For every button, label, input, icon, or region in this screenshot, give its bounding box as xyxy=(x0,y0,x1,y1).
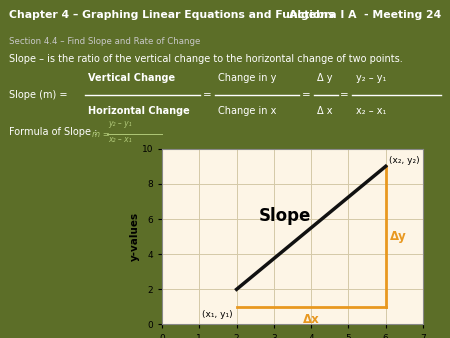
Text: (x₂, y₂): (x₂, y₂) xyxy=(389,155,419,165)
Text: Section 4.4 – Find Slope and Rate of Change: Section 4.4 – Find Slope and Rate of Cha… xyxy=(9,37,200,46)
Text: (x₁, y₁): (x₁, y₁) xyxy=(202,310,233,319)
Text: Slope – is the ratio of the vertical change to the horizontal change of two poin: Slope – is the ratio of the vertical cha… xyxy=(9,54,403,64)
Text: m =: m = xyxy=(92,130,110,139)
Text: Chapter 4 – Graphing Linear Equations and Functions: Chapter 4 – Graphing Linear Equations an… xyxy=(9,10,334,20)
Text: Horizontal Change: Horizontal Change xyxy=(88,106,189,117)
Text: Δ y: Δ y xyxy=(317,73,333,83)
Text: Vertical Change: Vertical Change xyxy=(88,73,175,83)
Text: Algebra I A  - Meeting 24: Algebra I A - Meeting 24 xyxy=(289,10,441,20)
Text: Slope (m) =: Slope (m) = xyxy=(9,90,68,100)
Text: Change in y: Change in y xyxy=(218,73,277,83)
Text: y₂ – y₁: y₂ – y₁ xyxy=(356,73,386,83)
Text: Δy: Δy xyxy=(390,230,407,243)
Text: =: = xyxy=(340,90,348,100)
Text: Formula of Slope :: Formula of Slope : xyxy=(9,127,97,137)
Text: =: = xyxy=(302,90,311,100)
Text: Change in x: Change in x xyxy=(218,106,277,117)
Text: Slope: Slope xyxy=(259,207,311,224)
Text: Δ x: Δ x xyxy=(317,106,333,117)
Text: x₂ – x₁: x₂ – x₁ xyxy=(356,106,386,117)
Y-axis label: y-values: y-values xyxy=(130,212,140,261)
Text: =: = xyxy=(203,90,212,100)
Text: x₂ – x₁: x₂ – x₁ xyxy=(108,135,131,144)
Text: Δx: Δx xyxy=(303,313,320,326)
Text: y₂ – y₁: y₂ – y₁ xyxy=(108,119,131,128)
